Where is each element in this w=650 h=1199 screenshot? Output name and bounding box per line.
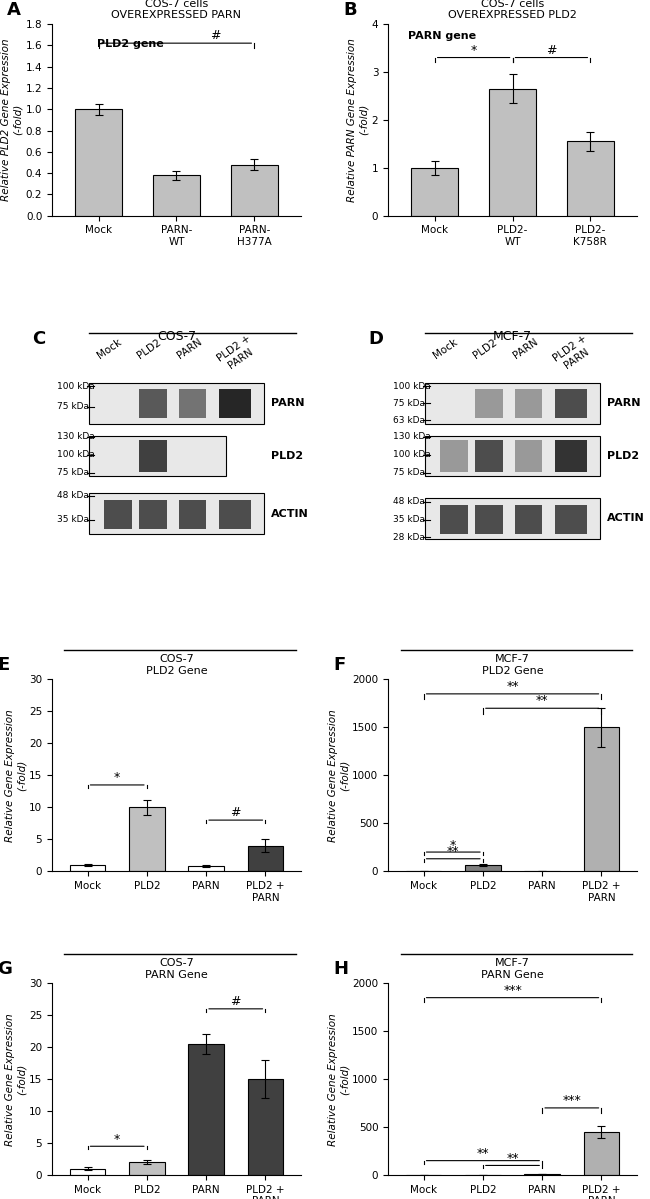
Text: 35 kDa: 35 kDa	[57, 516, 89, 524]
Text: PLD2 +
PARN: PLD2 + PARN	[215, 333, 259, 373]
Bar	[584, 1132, 619, 1175]
Text: G: G	[0, 960, 12, 978]
Text: PLD2: PLD2	[472, 337, 499, 361]
Text: PARN gene: PARN gene	[408, 31, 476, 41]
Bar	[584, 728, 619, 872]
Text: Mock: Mock	[96, 337, 124, 361]
Text: PLD2 gene: PLD2 gene	[97, 40, 164, 49]
Bar	[231, 164, 278, 216]
Bar	[188, 1044, 224, 1175]
Bar	[129, 1162, 164, 1175]
Bar	[70, 864, 105, 872]
Text: PLD2: PLD2	[607, 451, 639, 460]
Bar	[188, 866, 224, 872]
Text: PLD2: PLD2	[271, 451, 303, 460]
Text: 100 kDa: 100 kDa	[57, 382, 95, 391]
Text: 75 kDa: 75 kDa	[57, 403, 89, 411]
Text: D: D	[368, 330, 383, 348]
Text: 63 kDa: 63 kDa	[393, 416, 425, 424]
Text: PARN: PARN	[271, 398, 305, 409]
Bar	[75, 109, 122, 216]
Text: MCF-7: MCF-7	[493, 330, 532, 343]
Text: *: *	[114, 1133, 120, 1145]
Text: A: A	[7, 1, 21, 19]
Bar	[465, 864, 500, 872]
Y-axis label: Relative PARN Gene Expression
(-fold): Relative PARN Gene Expression (-fold)	[347, 38, 369, 201]
Bar	[489, 89, 536, 216]
Text: 130 kDa: 130 kDa	[57, 433, 95, 441]
Text: 100 kDa: 100 kDa	[393, 451, 431, 459]
Y-axis label: Relative Gene Expression
(-fold): Relative Gene Expression (-fold)	[5, 1013, 26, 1145]
Bar	[411, 168, 458, 216]
Text: 35 kDa: 35 kDa	[393, 516, 425, 524]
Text: 75 kDa: 75 kDa	[57, 469, 89, 477]
Bar	[567, 141, 614, 216]
Title: COS-7
PARN Gene: COS-7 PARN Gene	[145, 958, 208, 980]
Text: 48 kDa: 48 kDa	[393, 498, 425, 506]
Text: ACTIN: ACTIN	[607, 513, 645, 523]
Text: 28 kDa: 28 kDa	[393, 534, 425, 542]
Text: **: **	[476, 1147, 489, 1161]
Text: 75 kDa: 75 kDa	[393, 399, 425, 408]
Text: #: #	[546, 43, 556, 56]
Bar	[153, 175, 200, 216]
Text: PARN: PARN	[607, 398, 641, 409]
Text: 100 kDa: 100 kDa	[393, 382, 431, 391]
Text: B: B	[343, 1, 357, 19]
Text: COS-7: COS-7	[157, 330, 196, 343]
Text: *: *	[471, 43, 476, 56]
Text: *: *	[114, 771, 120, 784]
Text: 75 kDa: 75 kDa	[393, 469, 425, 477]
Bar	[70, 1169, 105, 1175]
Text: 130 kDa: 130 kDa	[393, 433, 431, 441]
Y-axis label: Relative Gene Expression
(-fold): Relative Gene Expression (-fold)	[5, 709, 26, 842]
Text: 100 kDa: 100 kDa	[57, 451, 95, 459]
Bar	[248, 845, 283, 872]
Y-axis label: Relative Gene Expression
(-fold): Relative Gene Expression (-fold)	[328, 1013, 349, 1145]
Text: PLD2 +
PARN: PLD2 + PARN	[552, 333, 595, 373]
Text: F: F	[333, 657, 346, 675]
Text: H: H	[333, 960, 348, 978]
Title: MCF-7
PLD2 Gene: MCF-7 PLD2 Gene	[482, 655, 543, 676]
Title: COS-7
PLD2 Gene: COS-7 PLD2 Gene	[146, 655, 207, 676]
Text: ***: ***	[562, 1093, 581, 1107]
Title: MCF-7
PARN Gene: MCF-7 PARN Gene	[481, 958, 544, 980]
Bar	[129, 807, 164, 872]
Text: *: *	[450, 838, 456, 851]
Y-axis label: Relative Gene Expression
(-fold): Relative Gene Expression (-fold)	[328, 709, 349, 842]
Text: **: **	[506, 1152, 519, 1165]
Text: **: **	[506, 680, 519, 693]
Text: C: C	[32, 330, 46, 348]
Text: #: #	[231, 995, 241, 1008]
Text: PARN: PARN	[511, 337, 540, 361]
Bar	[248, 1079, 283, 1175]
Text: **: **	[447, 845, 460, 858]
Text: E: E	[0, 657, 10, 675]
Text: 48 kDa: 48 kDa	[57, 492, 89, 500]
Y-axis label: Relative PLD2 Gene Expression
(-fold): Relative PLD2 Gene Expression (-fold)	[1, 38, 23, 201]
Title: COS-7 cells
OVEREXPRESSED PLD2: COS-7 cells OVEREXPRESSED PLD2	[448, 0, 577, 20]
Text: ACTIN: ACTIN	[271, 508, 309, 518]
Text: PLD2: PLD2	[136, 337, 163, 361]
Text: **: **	[536, 694, 549, 707]
Text: ***: ***	[503, 983, 522, 996]
Text: #: #	[231, 807, 241, 819]
Text: Mock: Mock	[432, 337, 460, 361]
Text: PARN: PARN	[175, 337, 203, 361]
Text: #: #	[210, 29, 220, 42]
Title: COS-7 cells
OVEREXPRESSED PARN: COS-7 cells OVEREXPRESSED PARN	[111, 0, 241, 20]
